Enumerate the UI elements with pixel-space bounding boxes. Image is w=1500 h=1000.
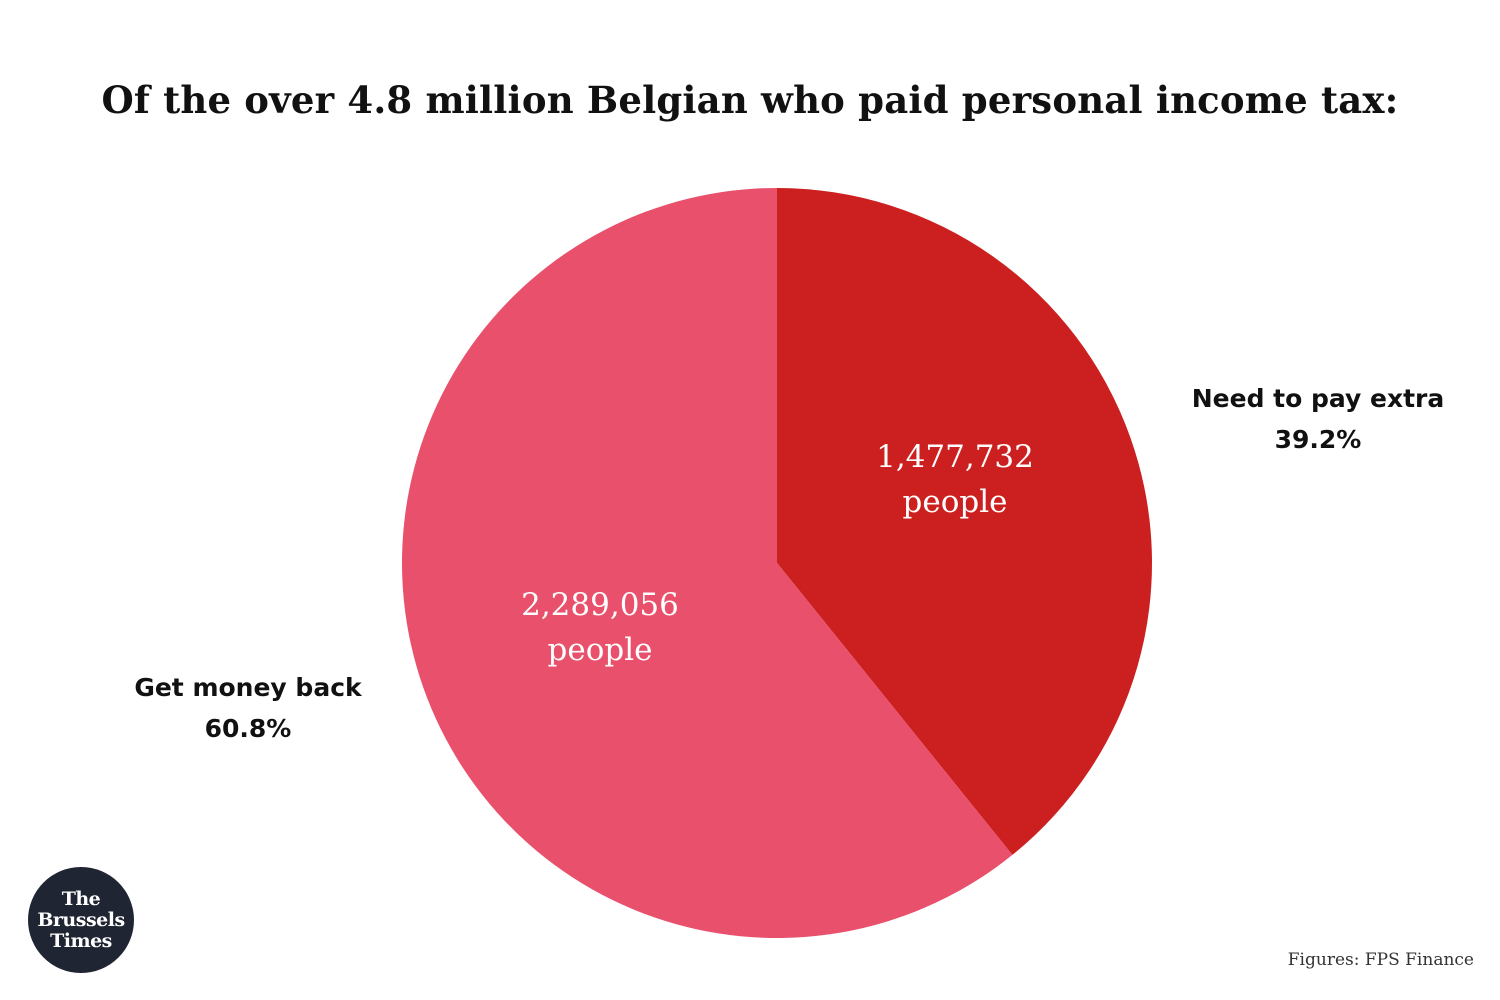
pie-slice-need-to-pay-extra (777, 188, 1152, 855)
label-need-to-pay-extra: Need to pay extra 39.2% (1168, 378, 1468, 460)
label-get-money-back: Get money back 60.8% (98, 667, 398, 749)
chart-title: Of the over 4.8 million Belgian who paid… (101, 78, 1399, 122)
label-get-money-back-name: Get money back (134, 673, 362, 702)
label-need-to-pay-extra-percent: 39.2% (1274, 425, 1362, 454)
slice-count-need-to-pay-extra: 1,477,732 (876, 439, 1034, 475)
slice-count-get-money-back: 2,289,056 (521, 587, 679, 623)
slice-unit-need-to-pay-extra: people (903, 484, 1008, 520)
logo-line: Times (50, 929, 112, 952)
logo-line: The (61, 887, 101, 910)
label-need-to-pay-extra-name: Need to pay extra (1191, 384, 1445, 413)
slice-unit-get-money-back: people (548, 632, 653, 668)
pie-slice-get-money-back (401, 188, 1013, 939)
label-get-money-back-percent: 60.8% (204, 714, 292, 743)
source-note: Figures: FPS Finance (1287, 950, 1474, 970)
brussels-times-logo: The Brussels Times (28, 867, 134, 973)
logo-line: Brussels (37, 908, 125, 931)
